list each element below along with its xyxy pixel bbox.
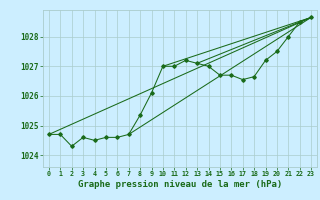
X-axis label: Graphe pression niveau de la mer (hPa): Graphe pression niveau de la mer (hPa) — [78, 180, 282, 189]
